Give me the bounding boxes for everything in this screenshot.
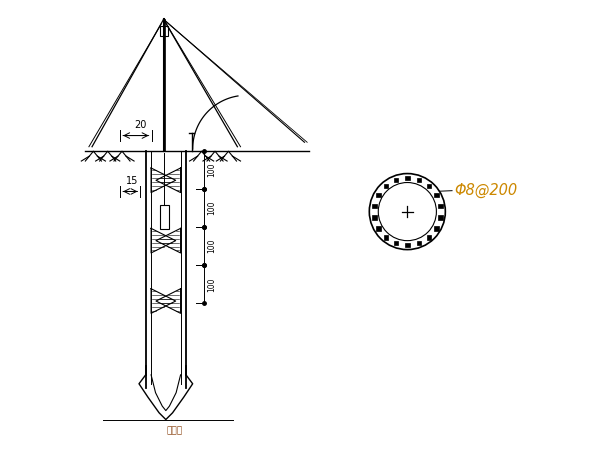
Text: Φ8@200: Φ8@200 <box>454 183 517 198</box>
Text: 100: 100 <box>208 277 217 292</box>
Text: 100: 100 <box>208 201 217 216</box>
Bar <box>405 243 410 248</box>
Bar <box>427 235 431 239</box>
Bar <box>383 184 388 188</box>
Bar <box>438 203 443 208</box>
Bar <box>376 193 380 197</box>
Bar <box>434 193 439 197</box>
Bar <box>434 226 439 230</box>
Bar <box>438 215 443 220</box>
Bar <box>372 203 377 208</box>
Bar <box>394 178 398 182</box>
Bar <box>160 205 169 230</box>
Text: 15: 15 <box>127 176 139 186</box>
Bar <box>405 176 410 180</box>
Bar <box>427 184 431 188</box>
Text: 集水坑: 集水坑 <box>167 426 183 435</box>
Bar <box>372 215 377 220</box>
Bar <box>160 27 167 36</box>
Bar <box>376 226 380 230</box>
Text: 100: 100 <box>208 163 217 177</box>
Bar <box>416 178 421 182</box>
Bar <box>383 235 388 239</box>
Text: 20: 20 <box>134 120 146 130</box>
Bar <box>394 241 398 245</box>
Bar <box>416 241 421 245</box>
Text: 100: 100 <box>208 239 217 253</box>
